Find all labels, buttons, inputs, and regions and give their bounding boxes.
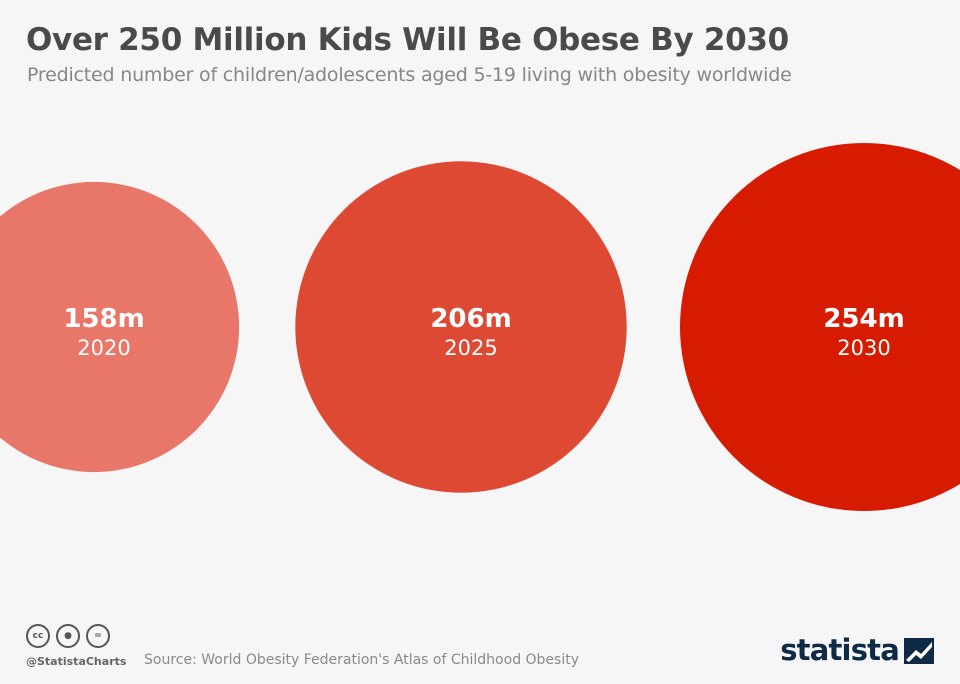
statista-handle[interactable]: @StatistaCharts bbox=[26, 655, 127, 668]
statista-logo-text: statista bbox=[780, 633, 900, 667]
value-label-2020: 158m bbox=[63, 304, 144, 334]
cc-icon: cc bbox=[26, 624, 50, 648]
chart-title: Over 250 Million Kids Will Be Obese By 2… bbox=[26, 22, 789, 58]
year-label-2025: 2025 bbox=[444, 336, 497, 360]
year-label-2030: 2030 bbox=[837, 336, 890, 360]
by-icon: ● bbox=[56, 624, 80, 648]
statista-logo-icon bbox=[904, 637, 934, 664]
bubble-2020 bbox=[0, 181, 240, 473]
nd-icon: = bbox=[86, 624, 110, 648]
source-note: Source: World Obesity Federation's Atlas… bbox=[144, 652, 580, 668]
bubble-2025 bbox=[295, 161, 627, 493]
value-label-2030: 254m bbox=[823, 304, 904, 334]
bubble-2030 bbox=[680, 143, 960, 511]
statista-logo[interactable]: statista bbox=[780, 636, 934, 665]
chart-subtitle: Predicted number of children/adolescents… bbox=[27, 64, 792, 86]
value-label-2025: 206m bbox=[430, 304, 511, 334]
license-icons: cc ● = bbox=[26, 624, 110, 648]
year-label-2020: 2020 bbox=[77, 336, 130, 360]
